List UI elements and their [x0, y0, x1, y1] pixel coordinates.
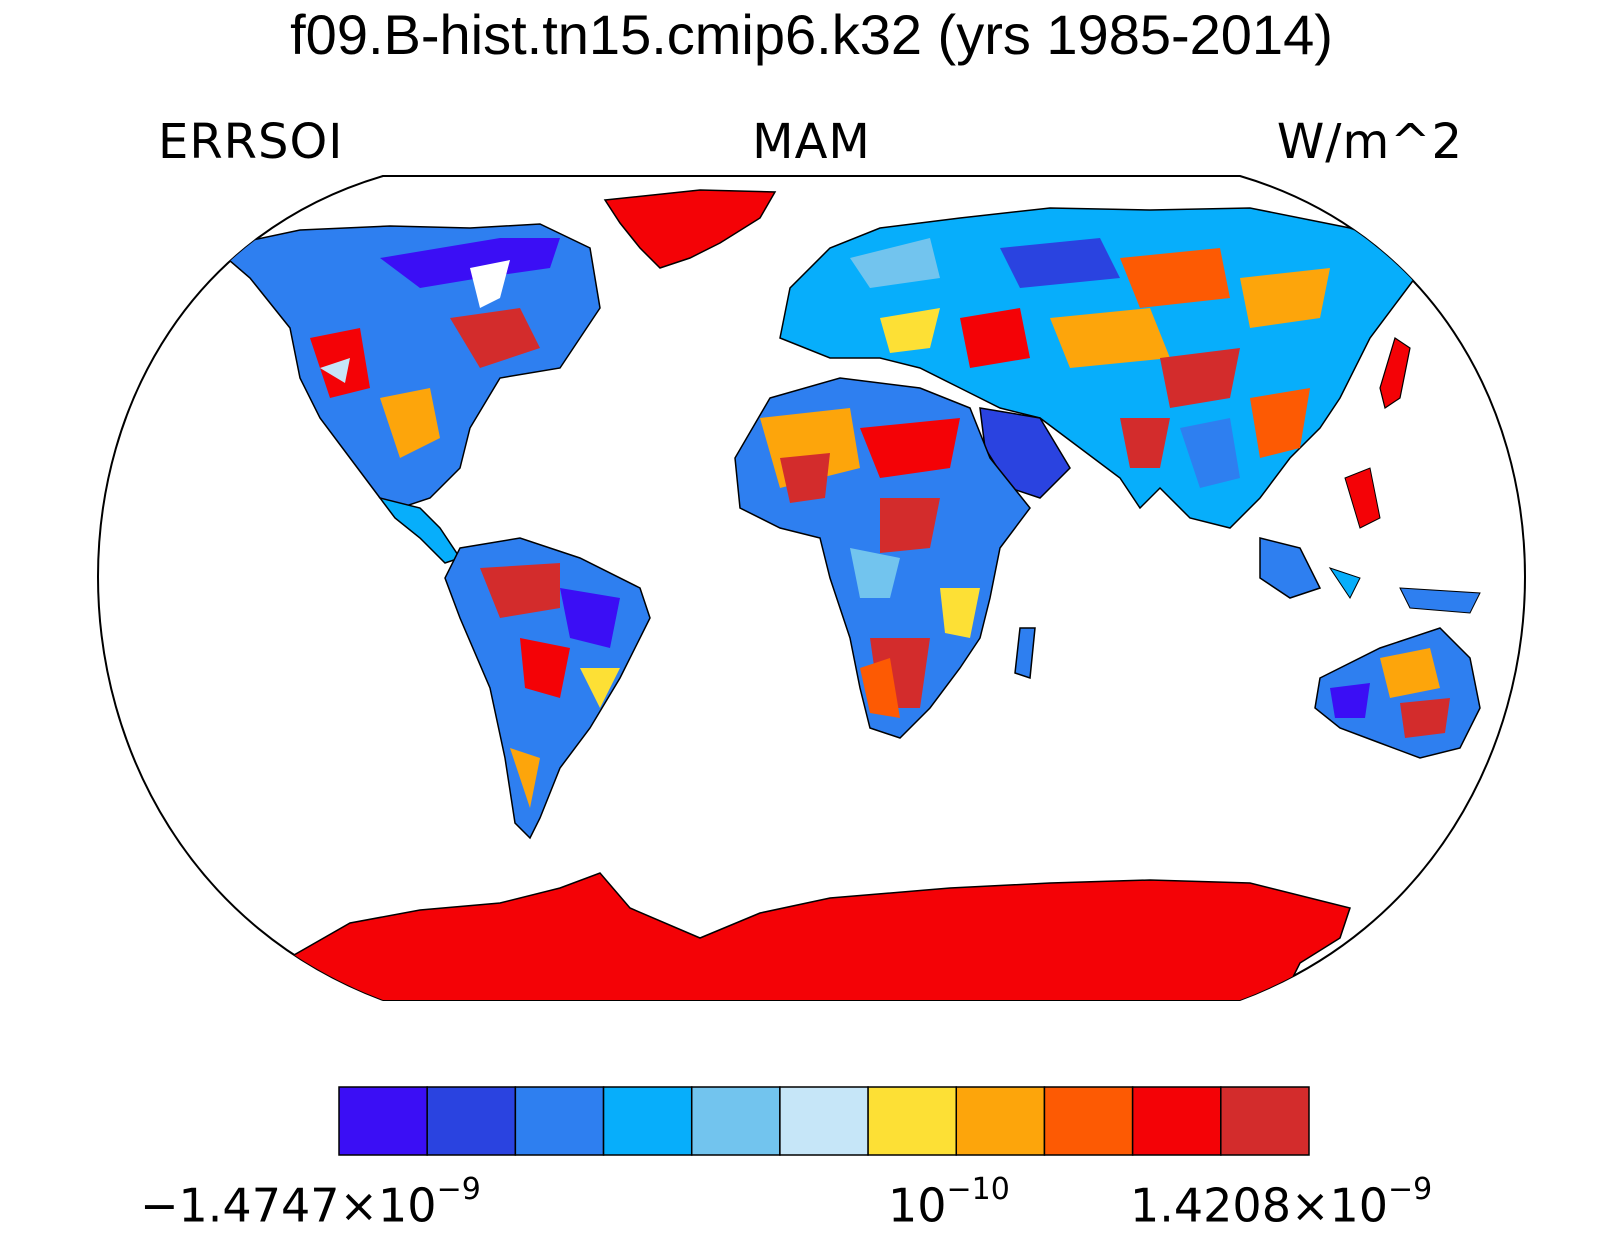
southeast-asia-islands: [1259, 537, 1322, 599]
colorbar-min-label: −1.4747×10−9: [140, 1172, 481, 1233]
colorbar: [338, 1086, 1310, 1156]
world-map: [97, 175, 1526, 1001]
colorbar-swatch: [514, 1086, 605, 1156]
antarctica-landmass: [279, 872, 1351, 1000]
units-label: W/m^2: [1276, 114, 1463, 170]
colorbar-swatch: [690, 1086, 781, 1156]
colorbar-swatch: [338, 1086, 428, 1156]
colorbar-swatch: [602, 1086, 693, 1156]
greenland-landmass: [603, 189, 777, 269]
central-america-landmass: [378, 496, 462, 564]
colorbar-max-label: 1.4208×10−9: [1130, 1172, 1433, 1233]
variable-label: ERRSOI: [158, 114, 344, 170]
colorbar-swatch: [779, 1086, 869, 1156]
colorbar-swatch: [955, 1086, 1046, 1156]
colorbar-swatch: [1220, 1086, 1310, 1156]
season-label: MAM: [752, 114, 871, 170]
colorbar-swatch: [1131, 1086, 1222, 1156]
colorbar-swatch: [867, 1086, 958, 1156]
japan-landmass: [1379, 337, 1411, 409]
colorbar-swatch: [1043, 1086, 1134, 1156]
plot-title: f09.B-hist.tn15.cmip6.k32 (yrs 1985-2014…: [290, 3, 1333, 66]
colorbar-swatch: [426, 1086, 517, 1156]
madagascar-landmass: [1014, 627, 1036, 680]
north-america-landmass: [213, 223, 601, 509]
colorbar-mid-label: 10−10: [888, 1172, 1010, 1233]
